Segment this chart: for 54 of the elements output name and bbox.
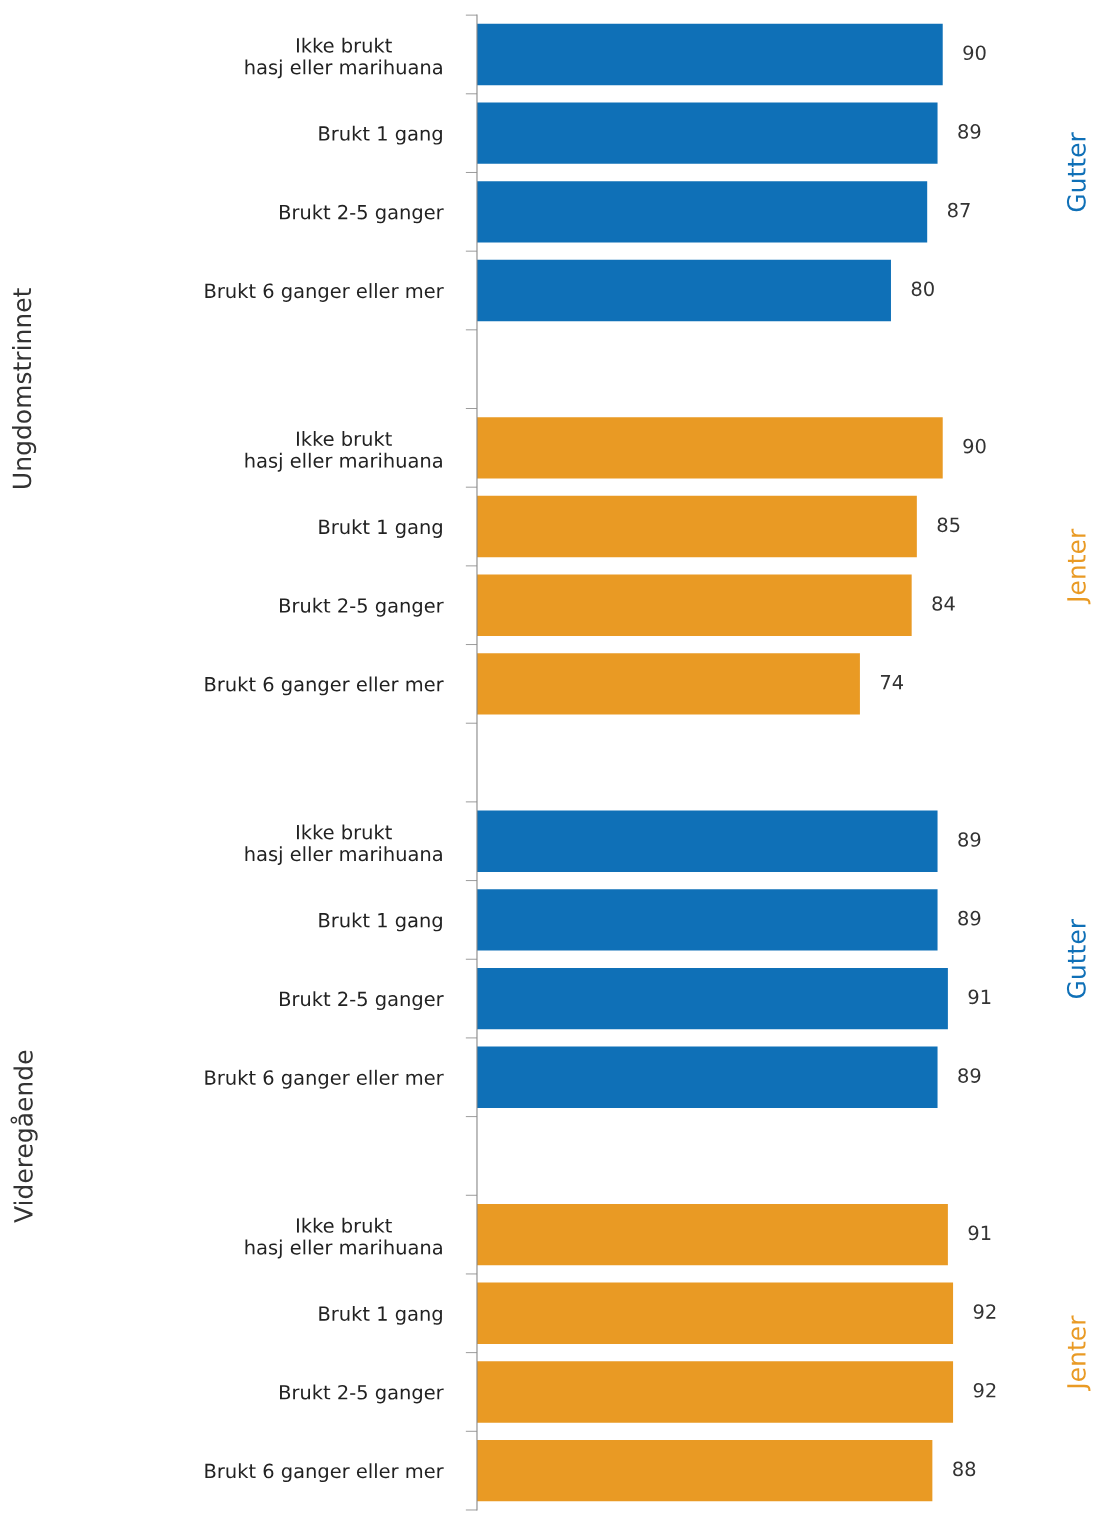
data-label: 84	[932, 596, 955, 611]
data-label: 85	[937, 517, 960, 533]
text: Videregående	[10, 1050, 38, 1223]
bar	[476, 417, 943, 479]
data-label: 90	[963, 438, 986, 454]
bar	[476, 810, 938, 872]
y-tick-label: Brukt 6 ganger eller mer	[205, 676, 444, 696]
data-label: 89	[958, 832, 981, 847]
bar	[476, 967, 948, 1030]
bar	[476, 495, 917, 558]
bar	[476, 1282, 954, 1344]
data-label: 80	[911, 281, 934, 297]
y-tick-label: Ikke brukt hasj eller marihuana	[245, 1217, 442, 1259]
y-tick-label: Brukt 1 gang	[319, 125, 442, 145]
y-tick-label: Brukt 2-5 ganger	[280, 597, 444, 617]
y-tick-label: Ikke brukt hasj eller marihuana	[245, 37, 442, 79]
y-tick-label: Brukt 2-5 ganger	[280, 991, 444, 1011]
y-tick-label: Brukt 6 ganger eller mer	[205, 283, 444, 302]
y-tick-label: Ikke brukt hasj eller marihuana	[245, 824, 442, 866]
data-label: 91	[968, 989, 991, 1005]
data-label: 89	[958, 124, 981, 139]
bar	[476, 259, 891, 322]
data-label: 92	[973, 1304, 996, 1319]
y-tick-label: Brukt 2-5 ganger	[280, 1384, 444, 1404]
text: Gutter	[1066, 919, 1086, 999]
bar	[476, 23, 943, 86]
data-label: 89	[958, 1068, 981, 1083]
y-tick-label: Ikke brukt hasj eller marihuana	[245, 431, 442, 472]
data-label: 91	[968, 1225, 991, 1241]
text: Jenter	[1067, 528, 1091, 605]
y-tick-label: Brukt 6 ganger eller mer	[205, 1463, 444, 1483]
data-label: 74	[880, 675, 904, 690]
bar	[476, 1361, 954, 1423]
data-label: 89	[958, 910, 981, 926]
bar	[476, 102, 938, 164]
y-tick-label: Brukt 2-5 ganger	[280, 204, 444, 224]
bar	[476, 1203, 948, 1266]
y-tick-label: Brukt 1 gang	[319, 519, 442, 538]
y-tick-label: Brukt 1 gang	[319, 912, 442, 932]
bar	[476, 889, 938, 951]
bar	[476, 653, 860, 715]
y-tick-label: Brukt 6 ganger eller mer	[205, 1069, 444, 1089]
bar	[476, 574, 912, 636]
text: Gutter	[1066, 132, 1086, 212]
bar	[476, 1046, 938, 1108]
bar	[476, 181, 928, 243]
data-label: 90	[963, 45, 986, 61]
data-label: 92	[973, 1382, 996, 1398]
data-label: 87	[947, 202, 970, 218]
text: Jenter	[1067, 1315, 1091, 1391]
y-tick-label: Brukt 1 gang	[319, 1305, 442, 1325]
data-label: 88	[953, 1461, 976, 1477]
bar	[476, 1439, 933, 1502]
text: Ungdomstrinnet	[11, 288, 37, 488]
